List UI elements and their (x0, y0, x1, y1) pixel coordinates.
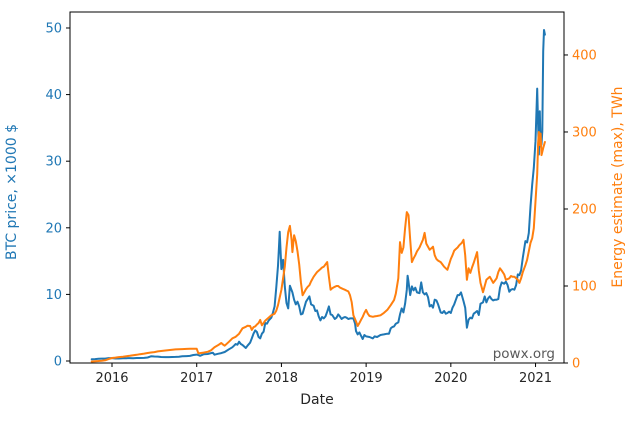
left-y-axis-label: BTC price, ×1000 $ (4, 124, 20, 260)
x-tick-label: 2021 (519, 371, 552, 386)
plot-spines (69, 11, 565, 364)
btc-price-line (90, 29, 546, 361)
right-y-axis-ticks: 0 100 200 300 400 (564, 48, 597, 372)
left-y-tick-label: 0 (54, 355, 62, 370)
energy-estimate-line (90, 131, 546, 363)
right-y-tick-label: 200 (572, 202, 597, 217)
x-tick-label: 2020 (434, 371, 467, 386)
x-tick-label: 2016 (95, 371, 128, 386)
watermark: powx.org (493, 346, 555, 362)
right-y-tick-label: 400 (572, 48, 597, 63)
left-y-axis-ticks: 0 10 20 30 40 50 (45, 21, 70, 370)
x-axis-label: Date (300, 392, 333, 408)
x-tick-label: 2019 (350, 371, 383, 386)
right-y-tick-label: 100 (572, 279, 597, 294)
left-y-tick-label: 20 (45, 221, 62, 236)
x-tick-label: 2017 (180, 371, 213, 386)
left-y-tick-label: 50 (45, 21, 62, 36)
right-y-tick-label: 0 (572, 357, 580, 372)
series-layer (90, 29, 546, 363)
right-y-axis-label: Energy estimate (max), TWh (610, 86, 626, 287)
x-axis-ticks: 2016 2017 2018 2019 2020 2021 (95, 363, 552, 386)
x-tick-label: 2018 (265, 371, 298, 386)
left-y-tick-label: 40 (45, 88, 62, 103)
plot-area (70, 12, 564, 363)
left-y-tick-label: 10 (45, 288, 62, 303)
right-y-tick-label: 300 (572, 125, 597, 140)
left-y-tick-label: 30 (45, 155, 62, 170)
